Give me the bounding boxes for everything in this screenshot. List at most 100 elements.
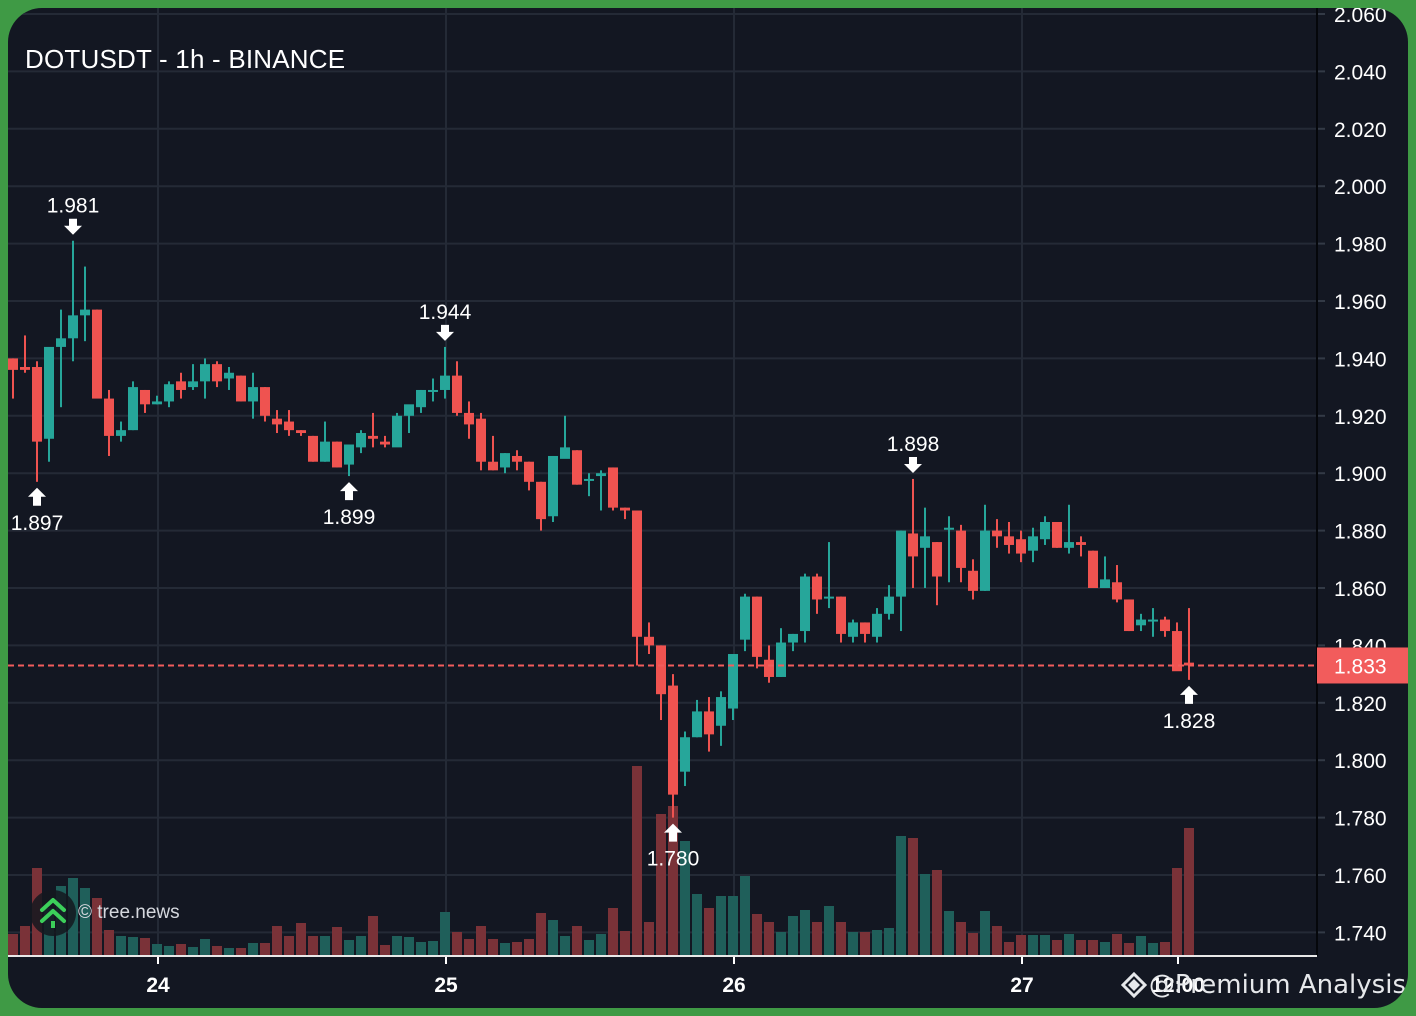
candle-body — [104, 398, 114, 436]
candle-body — [1028, 536, 1038, 551]
last-price-label: 1.833 — [1334, 655, 1387, 678]
volume-bar — [260, 943, 270, 956]
volume-bar — [272, 926, 282, 956]
candle-body — [1088, 550, 1098, 588]
y-axis-label: 2.020 — [1334, 119, 1387, 142]
candle-body — [992, 530, 1002, 537]
y-axis-label: 1.980 — [1334, 234, 1387, 257]
candle-body — [860, 622, 870, 634]
volume-bar — [1160, 942, 1170, 956]
candle-body — [620, 507, 630, 511]
candle-body — [380, 441, 390, 445]
candle-body — [296, 430, 306, 434]
volume-bar — [596, 934, 606, 956]
arrow-down-icon — [64, 218, 82, 235]
candle-body — [80, 309, 90, 316]
volume-bar — [1076, 940, 1086, 956]
candle-body — [452, 375, 462, 413]
volume-bar — [200, 939, 210, 956]
candle-body — [788, 633, 798, 643]
volume-bar — [356, 936, 366, 956]
candle-body — [692, 711, 702, 738]
volume-bar — [152, 944, 162, 956]
candle-body — [332, 441, 342, 468]
candle-body — [260, 387, 270, 416]
candle-body — [644, 636, 654, 646]
volume-bar — [1136, 936, 1146, 956]
y-axis-label: 1.900 — [1334, 463, 1387, 486]
candle-body — [1076, 542, 1086, 545]
chart-frame: 2.060 2.040 2.020 2.000 1.980 1.960 1.940 1.920… — [8, 8, 1408, 1008]
candle-body — [44, 346, 54, 439]
volume-bar — [548, 920, 558, 956]
candle-body — [1124, 599, 1134, 632]
low-annotation: 1.897 — [11, 512, 64, 535]
volume-bar — [1172, 868, 1182, 956]
volume-bar — [680, 841, 690, 956]
volume-bar — [644, 922, 654, 956]
candle-body — [272, 418, 282, 425]
volume-bar — [8, 934, 18, 956]
volume-bar — [620, 931, 630, 956]
volume-bar — [404, 937, 414, 956]
candle-body — [68, 315, 78, 339]
high-annotation: 1.898 — [887, 433, 940, 456]
volume-bar — [884, 928, 894, 956]
volume-bar — [284, 936, 294, 956]
candle-body — [212, 364, 222, 382]
candle-body — [56, 338, 66, 347]
volume-bar — [956, 922, 966, 956]
candle-body — [740, 596, 750, 640]
candle-body — [1160, 619, 1170, 632]
volume-bar — [944, 911, 954, 956]
candle-body — [320, 441, 330, 462]
candle-body — [368, 435, 378, 439]
candle-body — [896, 530, 906, 597]
volume-bar — [452, 932, 462, 956]
candle-body — [488, 461, 498, 471]
candle-body — [476, 418, 486, 462]
volume-bar — [584, 940, 594, 956]
candle-body — [1052, 521, 1062, 548]
volume-bar — [1148, 943, 1158, 956]
candle-body — [932, 542, 942, 577]
volume-bar — [392, 936, 402, 956]
volume-bar — [788, 916, 798, 956]
volume-bar — [992, 926, 1002, 956]
volume-bar — [764, 922, 774, 956]
candle-body — [656, 645, 666, 695]
candle-body — [584, 478, 594, 481]
volume-bar — [1064, 934, 1074, 956]
candle-body — [1016, 539, 1026, 554]
volume-bar — [1088, 940, 1098, 956]
volume-bar — [140, 938, 150, 956]
volume-bar — [176, 944, 186, 956]
volume-bar — [752, 914, 762, 956]
volume-bar — [1112, 934, 1122, 956]
y-axis-label: 1.740 — [1334, 922, 1387, 945]
candle-body — [908, 533, 918, 557]
volume-bar — [500, 943, 510, 956]
volume-bar — [344, 940, 354, 956]
volume-bar — [716, 896, 726, 956]
candle-body — [344, 444, 354, 465]
volume-bar — [320, 936, 330, 956]
volume-bar — [776, 932, 786, 956]
low-annotation: 1.899 — [323, 506, 376, 529]
y-axis-label: 1.920 — [1334, 406, 1387, 429]
volume-bar — [476, 926, 486, 956]
candle-body — [356, 433, 366, 448]
volume-bar — [224, 948, 234, 956]
volume-bar — [368, 916, 378, 956]
y-axis-label: 1.760 — [1334, 865, 1387, 888]
candle-body — [572, 450, 582, 485]
y-axis-label: 1.960 — [1334, 291, 1387, 314]
candle-body — [224, 372, 234, 379]
volume-bar — [920, 874, 930, 956]
candle-body — [464, 412, 474, 425]
volume-bar — [656, 814, 666, 956]
candle-body — [884, 596, 894, 614]
candlestick-chart[interactable]: 2.060 2.040 2.020 2.000 1.980 1.960 1.940 1.920… — [8, 8, 1408, 1008]
volume-bar — [464, 939, 474, 956]
volume-bar — [92, 898, 102, 956]
